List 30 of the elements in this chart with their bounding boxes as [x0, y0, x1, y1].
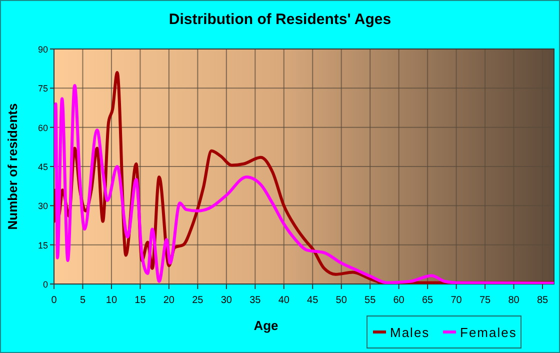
- y-tick-label: 60: [38, 122, 48, 133]
- x-axis-title: Age: [254, 318, 278, 333]
- y-tick-label: 45: [38, 162, 48, 172]
- x-tick-label: 70: [450, 295, 462, 306]
- x-tick-label: 15: [134, 295, 146, 306]
- x-tick-label: 10: [106, 295, 118, 306]
- x-tick-label: 0: [51, 295, 58, 306]
- y-tick-label: 30: [38, 201, 48, 212]
- x-tick-label: 65: [422, 295, 434, 306]
- x-tick-label: 80: [508, 295, 520, 306]
- x-tick-label: 35: [250, 295, 262, 306]
- x-tick-label: 50: [336, 295, 348, 306]
- chart-title: Distribution of Residents' Ages: [168, 11, 392, 28]
- x-tick-label: 5: [80, 295, 86, 306]
- y-tick-label: 15: [38, 240, 48, 250]
- legend-label: Females: [460, 325, 517, 340]
- x-tick-label: 75: [479, 295, 492, 306]
- legend-label: Males: [390, 325, 430, 340]
- y-tick-label: 90: [38, 44, 48, 54]
- x-tick-label: 20: [163, 295, 175, 306]
- x-tick-label: 30: [220, 295, 232, 306]
- x-tick-label: 25: [192, 295, 204, 306]
- x-tick-label: 40: [278, 295, 290, 306]
- x-tick-label: 55: [364, 295, 376, 306]
- y-tick-label: 75: [38, 84, 48, 94]
- y-tick-label: 0: [42, 280, 48, 290]
- x-tick-label: 85: [536, 295, 549, 306]
- x-tick-label: 60: [393, 295, 405, 306]
- y-axis-title: Number of residents: [5, 103, 20, 230]
- x-tick-label: 45: [307, 295, 319, 306]
